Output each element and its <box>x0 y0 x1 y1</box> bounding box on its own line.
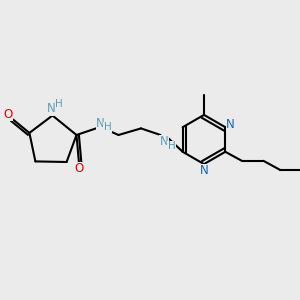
Text: H: H <box>55 99 63 109</box>
Text: N: N <box>226 118 235 131</box>
Text: O: O <box>74 162 83 175</box>
Text: H: H <box>168 141 176 152</box>
Text: N: N <box>96 117 105 130</box>
Text: H: H <box>103 122 111 133</box>
Text: N: N <box>46 102 56 116</box>
Text: O: O <box>3 107 12 121</box>
Text: N: N <box>200 164 208 177</box>
Text: N: N <box>160 135 169 148</box>
